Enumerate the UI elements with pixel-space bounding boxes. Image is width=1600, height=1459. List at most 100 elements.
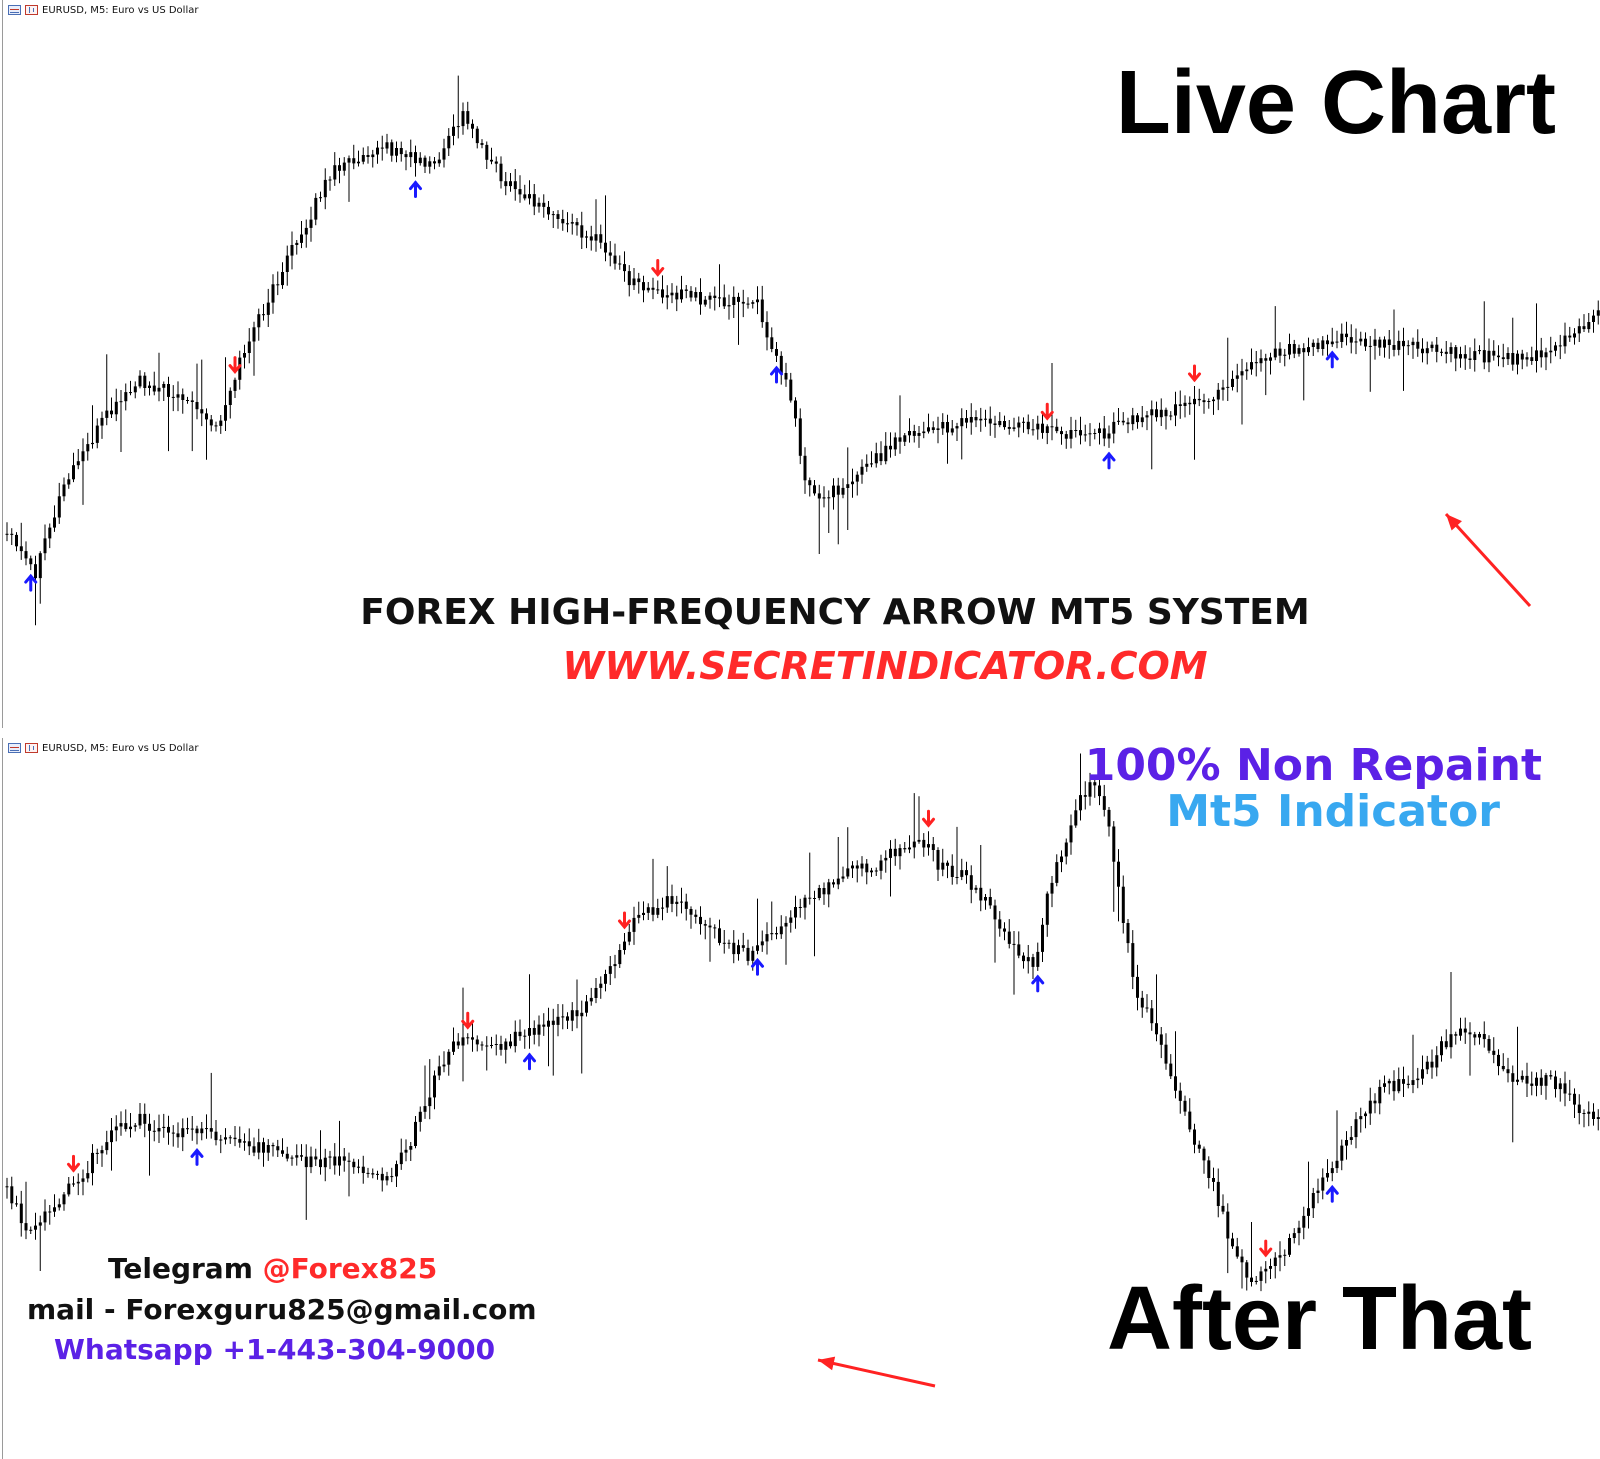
email-contact[interactable]: mail - Forexguru825@gmail.com <box>27 1293 537 1326</box>
candle-body <box>722 297 726 307</box>
candle-body <box>328 1156 332 1158</box>
candle-body <box>1064 434 1068 439</box>
candle-body <box>1112 826 1116 862</box>
candle-body <box>1411 341 1415 346</box>
candle-body <box>1202 400 1206 403</box>
candle-body <box>670 896 674 904</box>
candle-body <box>846 868 850 877</box>
candle-body <box>542 202 546 207</box>
candle-body <box>998 919 1002 929</box>
candle-body <box>879 860 883 871</box>
chart-window-title-text: EURUSD, M5: Euro vs US Dollar <box>42 742 199 754</box>
candle-body <box>1045 426 1049 433</box>
candle-body <box>1349 337 1353 343</box>
candle-body <box>357 161 360 164</box>
chart-bars-icon <box>8 743 21 753</box>
candle-body <box>447 135 451 149</box>
sell-arrow-icon <box>1040 402 1054 421</box>
candle-body <box>1340 333 1344 342</box>
candle-body <box>1022 955 1025 962</box>
candle-body <box>561 219 565 224</box>
candle-body <box>1478 1034 1481 1038</box>
candle-body <box>684 289 688 291</box>
candle-body <box>371 1173 375 1175</box>
candle-body <box>29 558 33 565</box>
candle-body <box>608 966 612 974</box>
candle-body <box>699 292 702 305</box>
candle-body <box>1454 347 1458 359</box>
candle-body <box>1592 1111 1595 1119</box>
candle-body <box>428 161 432 167</box>
candle-body <box>1136 415 1139 423</box>
candle-body <box>91 1152 94 1174</box>
website-link[interactable]: WWW.SECRETINDICATOR.COM <box>562 644 1208 688</box>
candle-body <box>965 418 968 423</box>
candle-body <box>1074 430 1078 431</box>
candle-body <box>632 917 636 932</box>
candle-body <box>1235 1246 1239 1257</box>
candle-body <box>718 297 721 299</box>
candle-body <box>447 1051 451 1065</box>
candle-body <box>1359 1116 1363 1120</box>
candle-body <box>314 197 318 220</box>
candle-body <box>570 1010 574 1021</box>
candle-body <box>1121 420 1125 423</box>
candle-body <box>988 897 992 906</box>
candle-body <box>395 148 398 156</box>
candle-body <box>243 353 246 358</box>
candle-body <box>1226 1211 1230 1239</box>
candle-body <box>62 484 66 497</box>
candle-body <box>409 152 413 158</box>
candle-body <box>475 1039 479 1045</box>
candle-body <box>290 245 294 256</box>
candle-body <box>1596 1117 1600 1119</box>
candle-body <box>276 1146 280 1151</box>
candle-body <box>1373 339 1377 346</box>
candle-body <box>1269 357 1272 361</box>
candle-body <box>547 1020 550 1027</box>
candle-body <box>1449 347 1453 354</box>
telegram-contact[interactable]: Telegram @Forex825 <box>108 1252 437 1285</box>
candle-body <box>537 202 541 207</box>
candle-body <box>1302 348 1306 353</box>
candle-body <box>456 126 460 128</box>
candle-body <box>851 865 854 869</box>
candle-body <box>1297 348 1301 354</box>
sell-arrow-icon <box>618 911 631 930</box>
candle-body <box>1321 1177 1325 1191</box>
candle-body <box>575 222 579 226</box>
candle-body <box>1183 1100 1187 1112</box>
candle-body <box>247 1141 251 1147</box>
candle-body <box>418 1111 422 1122</box>
candle-body <box>1373 1100 1377 1104</box>
live-price-chart[interactable] <box>0 0 1600 728</box>
candle-body <box>143 375 147 388</box>
candle-body <box>794 400 797 419</box>
candle-body <box>62 1194 66 1205</box>
candle-body <box>680 901 683 903</box>
candle-body <box>186 1128 189 1130</box>
candle-body <box>1459 1028 1462 1036</box>
candle-body <box>257 314 261 328</box>
candle-body <box>205 1128 208 1130</box>
candle-body <box>1131 415 1135 425</box>
candle-body <box>72 1183 75 1185</box>
candle-body <box>604 974 607 984</box>
telegram-handle[interactable]: @Forex825 <box>262 1252 438 1285</box>
candle-body <box>1392 345 1396 350</box>
candle-body <box>100 417 104 426</box>
candle-body <box>1383 339 1386 348</box>
candle-body <box>1501 357 1505 360</box>
candle-body <box>162 384 166 388</box>
candle-body <box>865 463 869 467</box>
candle-body <box>186 400 189 401</box>
candle-body <box>1378 1086 1382 1104</box>
candle-body <box>34 1225 37 1230</box>
candle-body <box>433 1075 436 1098</box>
after-price-chart[interactable] <box>0 738 1600 1459</box>
candle-body <box>504 181 508 187</box>
candle-body <box>247 341 251 353</box>
candle-body <box>784 373 788 380</box>
whatsapp-contact[interactable]: Whatsapp +1-443-304-9000 <box>54 1333 496 1366</box>
candle-body <box>708 925 712 928</box>
